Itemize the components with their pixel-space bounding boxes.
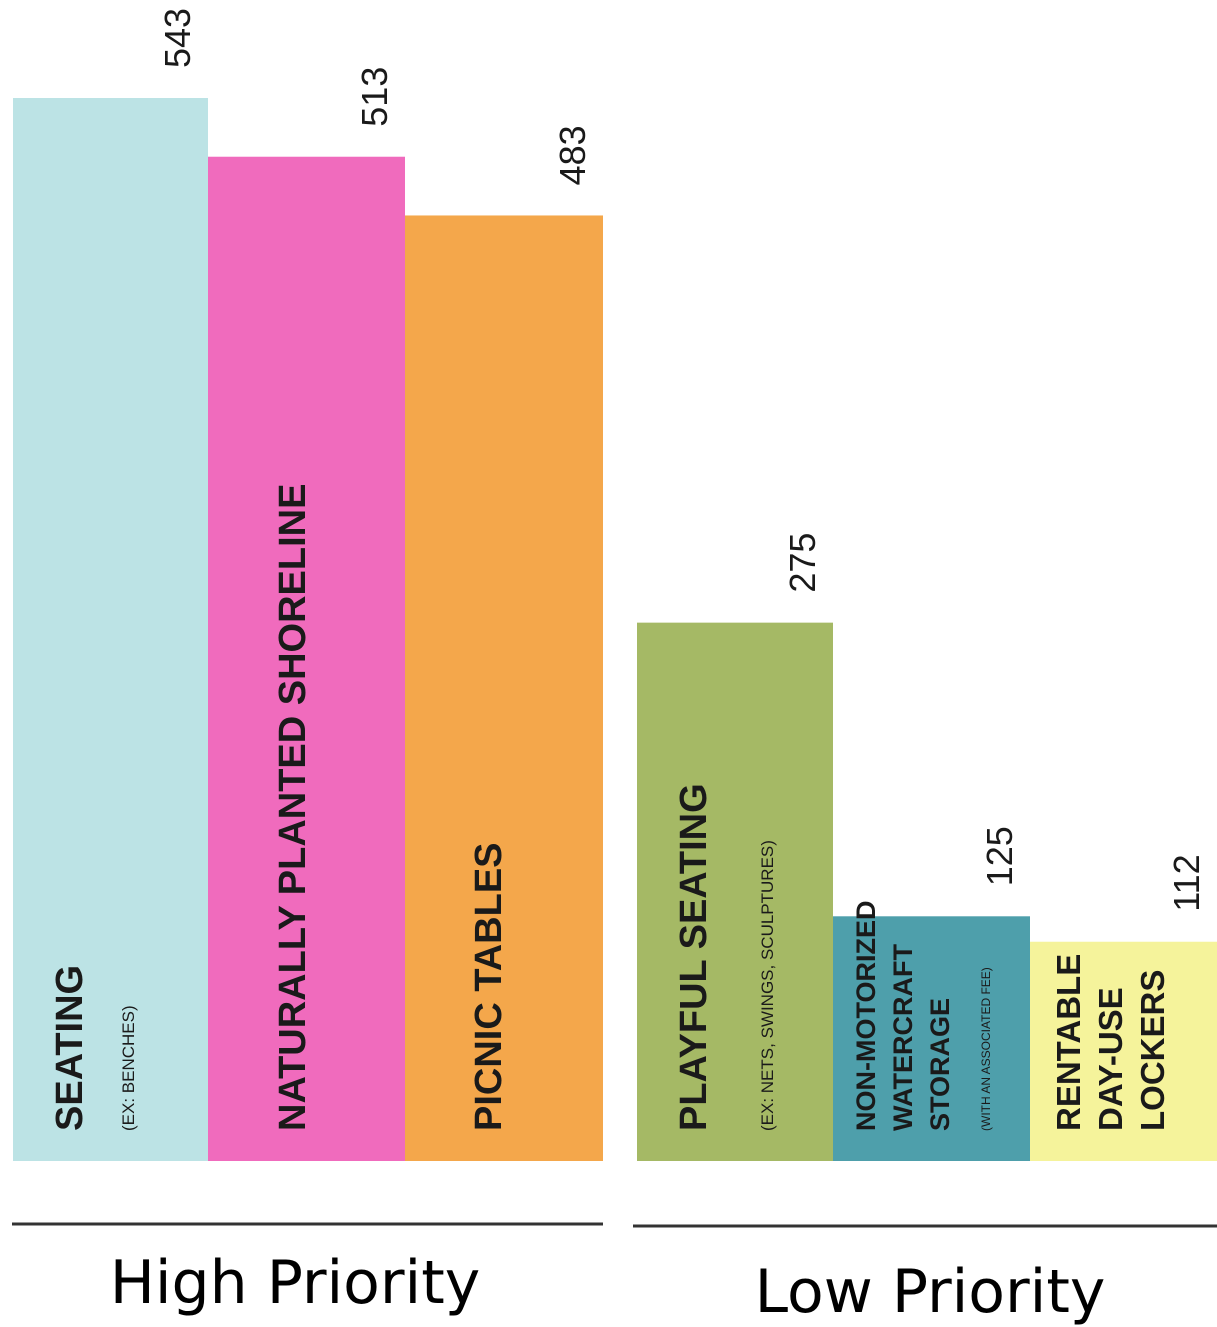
bar-label-playful-seating: PLAYFUL SEATING xyxy=(673,783,715,1131)
value-label-seating: 543 xyxy=(157,8,198,68)
bar-non-motorized-watercraft-storage xyxy=(833,916,1030,1161)
bar-label-seating: SEATING xyxy=(49,965,91,1131)
bar-sublabel-playful-seating: (EX: NETS, SWINGS, SCULPTURES) xyxy=(758,840,777,1131)
bar-seating xyxy=(13,98,208,1161)
bar-label-rentable-day-use-lockers-line-2: DAY-USE xyxy=(1092,987,1129,1131)
bar-label-non-motorized-watercraft-storage-line-2: WATERCRAFT xyxy=(888,944,918,1131)
bar-label-naturally-planted-shoreline: NATURALLY PLANTED SHORELINE xyxy=(272,484,314,1131)
bar-rentable-day-use-lockers xyxy=(1030,941,1217,1161)
value-label-non-motorized-watercraft-storage: 125 xyxy=(979,826,1020,886)
bar-naturally-planted-shoreline xyxy=(208,156,405,1162)
bar-label-non-motorized-watercraft-storage-line-3: STORAGE xyxy=(925,998,955,1131)
group-label-low-priority: Low Priority xyxy=(755,1257,1106,1327)
value-label-playful-seating: 275 xyxy=(782,533,823,593)
bar-playful-seating xyxy=(637,622,833,1161)
bar-label-picnic-tables: PICNIC TABLES xyxy=(468,842,510,1131)
bar-label-rentable-day-use-lockers-line-3: LOCKERS xyxy=(1134,970,1171,1131)
bar-picnic-tables xyxy=(405,215,603,1161)
bar-label-rentable-day-use-lockers-line-1: RENTABLE xyxy=(1050,954,1087,1131)
bar-label-non-motorized-watercraft-storage-line-1: NON-MOTORIZED xyxy=(851,901,881,1132)
bars-layer xyxy=(13,98,1217,1162)
bar-sublabel-non-motorized-watercraft-storage: (WITH AN ASSOCIATED FEE) xyxy=(979,967,993,1131)
value-label-picnic-tables: 483 xyxy=(552,125,593,185)
value-label-rentable-day-use-lockers: 112 xyxy=(1166,854,1207,911)
bar-labels-layer: SEATING (EX: BENCHES) NATURALLY PLANTED SH… xyxy=(49,484,1171,1131)
value-label-naturally-planted-shoreline: 513 xyxy=(354,67,395,127)
value-labels-layer: 543 513 483 275 125 112 xyxy=(157,8,1207,912)
group-label-high-priority: High Priority xyxy=(110,1248,481,1318)
bar-sublabel-seating: (EX: BENCHES) xyxy=(119,1005,138,1131)
